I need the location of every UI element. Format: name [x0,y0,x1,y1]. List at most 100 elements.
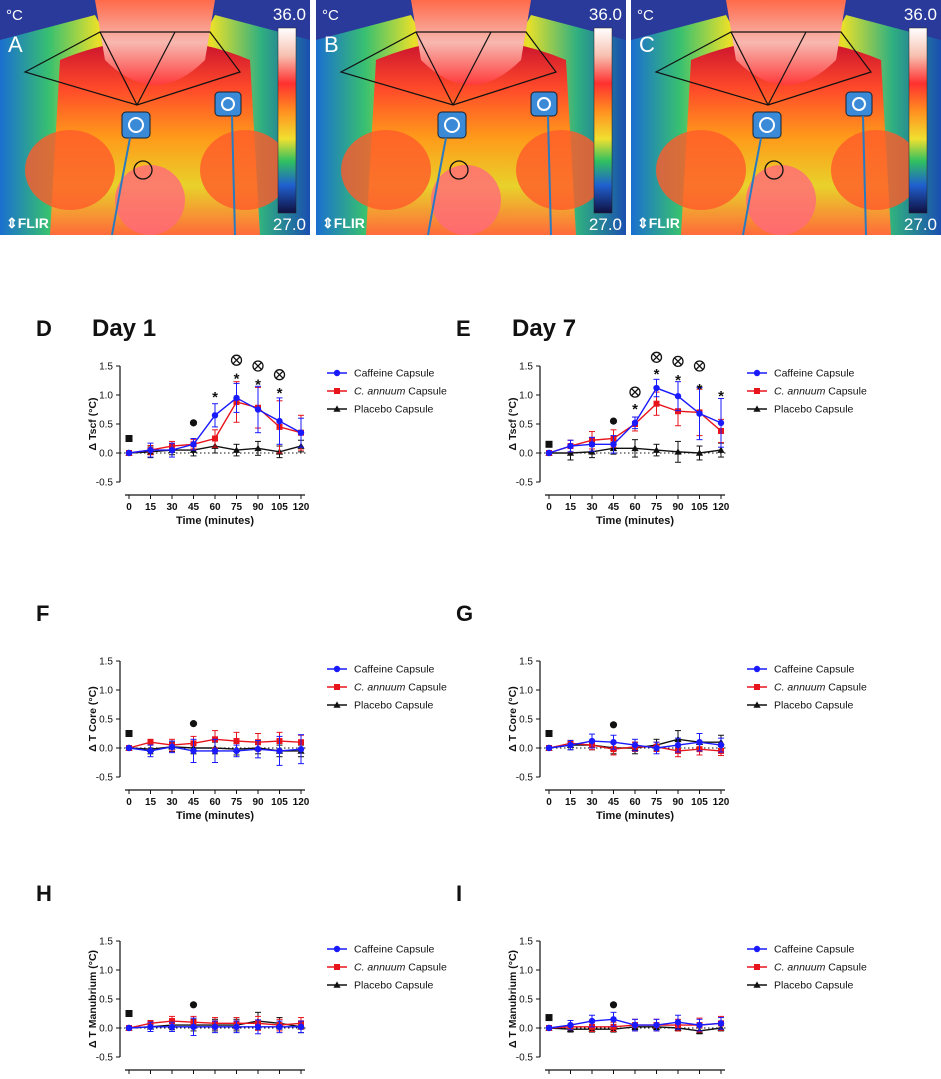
annotation-dot [189,419,198,427]
x-tick-label: 45 [188,797,200,808]
outline-line-left [99,31,138,106]
x-tick-label: 90 [672,797,684,808]
legend-marker [754,388,760,394]
series-caffeine-capsule [545,1011,725,1032]
chart-panel-H: H-0.50.00.51.01.50153045607590105120Time… [36,881,447,1079]
x-tick-label: 60 [209,797,221,808]
x-tick-label: 105 [691,797,708,808]
unit-label: °C [6,7,23,24]
data-point [631,419,639,427]
thermal-panel-B: °C B 36.0 27.0 ⇕FLIR [316,0,626,236]
y-tick-label: -0.5 [96,478,114,489]
sensor-ring-2 [852,97,866,111]
x-tick-label: 15 [565,502,577,513]
data-point [147,747,154,755]
legend-item: Placebo Capsule [327,980,434,992]
data-point [696,1021,703,1029]
x-tick-label: 60 [629,502,641,513]
x-axis-label: Time (minutes) [596,810,674,822]
chart-panel-E: E Day 7 -0.5 0.0 0.5 1.0 1.5 0 15 30 45 60 75 90 105 12… [456,315,867,527]
sensor-pad [752,111,782,139]
legend-label: Placebo Capsule [774,700,854,712]
y-axis-label: Δ Tscf (°C) [507,398,519,451]
x-tick-label: 105 [271,797,288,808]
chart-panel-G: G -0.5 0.0 0.5 1.0 1.5 0 15 30 45 60 75 90 105 120 Time… [456,601,867,822]
charts-area: D Day 1 -0.5 0.0 0.5 1.0 1.5 0 15 30 45 60 75 90 105 12… [36,315,867,1079]
y-tick-label: 1.0 [519,686,533,697]
scale-max: 36.0 [273,5,306,24]
annotation-star: * [675,372,681,389]
unit-label: °C [637,7,654,24]
data-point [674,1019,682,1026]
data-point [631,444,639,452]
flir-logo: ⇕FLIR [637,215,680,231]
data-point [545,1024,553,1032]
data-point [675,408,681,415]
neck-area [726,0,846,85]
y-tick-label: 0.0 [519,1024,533,1035]
data-point [212,435,218,442]
legend-item: Caffeine Capsule [327,664,435,676]
data-point [147,446,154,454]
x-tick-label: 105 [271,502,288,513]
thermal-panel-C: °C C 36.0 27.0 ⇕FLIR [631,0,941,236]
data-point [567,1021,574,1029]
y-tick-label: 1.0 [99,966,113,977]
data-point [276,1023,283,1031]
left-pectoral [25,130,115,210]
annotation-otimes [252,360,264,372]
panel-letter-I: I [456,881,462,906]
x-axis-label: Time (minutes) [176,515,254,527]
y-tick-label: -0.5 [516,773,534,784]
data-point [190,747,197,755]
legend-item: Caffeine Capsule [327,368,435,380]
annotation-dot [609,721,618,729]
sensor-wire [427,137,447,236]
data-point [696,739,703,746]
annotation-otimes [693,360,706,372]
annotation-otimes [230,354,243,366]
legend-marker [333,665,341,673]
chart-panel-F: F -0.5 0.0 0.5 1.0 1.5 0 15 30 45 60 75 90 105 120 Time… [36,601,447,822]
panel-letter-H: H [36,881,52,906]
legend-label: C. annuum Capsule [354,962,447,974]
legend-item: C. annuum Capsule [747,962,867,974]
scale-min: 27.0 [589,215,622,234]
scale-min: 27.0 [273,215,306,234]
legend-label: Caffeine Capsule [774,368,855,380]
y-axis-label: Δ T Manubrium (°C) [87,950,99,1048]
legend-label: Caffeine Capsule [354,664,435,676]
y-tick-label: 1.0 [99,391,113,402]
measurement-circle [449,160,469,180]
data-point [566,449,575,456]
data-point [211,412,219,419]
measurement-circle [133,160,153,180]
y-axis-label: Δ T Core (°C) [507,686,519,751]
legend-item: C. annuum Capsule [327,682,447,694]
sensor-pad-2 [214,91,242,117]
x-tick-label: 0 [546,797,552,808]
sensor-ring [759,117,775,133]
y-tick-label: 0.0 [519,449,533,460]
data-point [588,1017,596,1025]
legend-label: Placebo Capsule [354,980,434,992]
right-pectoral [516,130,606,210]
data-point [717,446,725,453]
legend-marker [333,405,341,412]
left-pectoral [341,130,431,210]
y-tick-label: 1.5 [519,362,533,373]
data-point [588,441,596,448]
panel-title: Day 7 [512,315,576,342]
data-point [695,449,704,456]
y-tick-label: 1.5 [519,657,533,668]
legend-marker [333,945,341,953]
data-point [232,446,241,453]
sensor-wire-2 [231,115,236,236]
data-point [233,1023,240,1031]
annotation-star: * [632,401,638,418]
y-tick-label: 1.5 [99,362,113,373]
data-point [610,1016,617,1023]
x-tick-label: 45 [608,797,620,808]
series-caffeine-capsule [125,382,305,458]
y-tick-label: 0.0 [99,449,113,460]
